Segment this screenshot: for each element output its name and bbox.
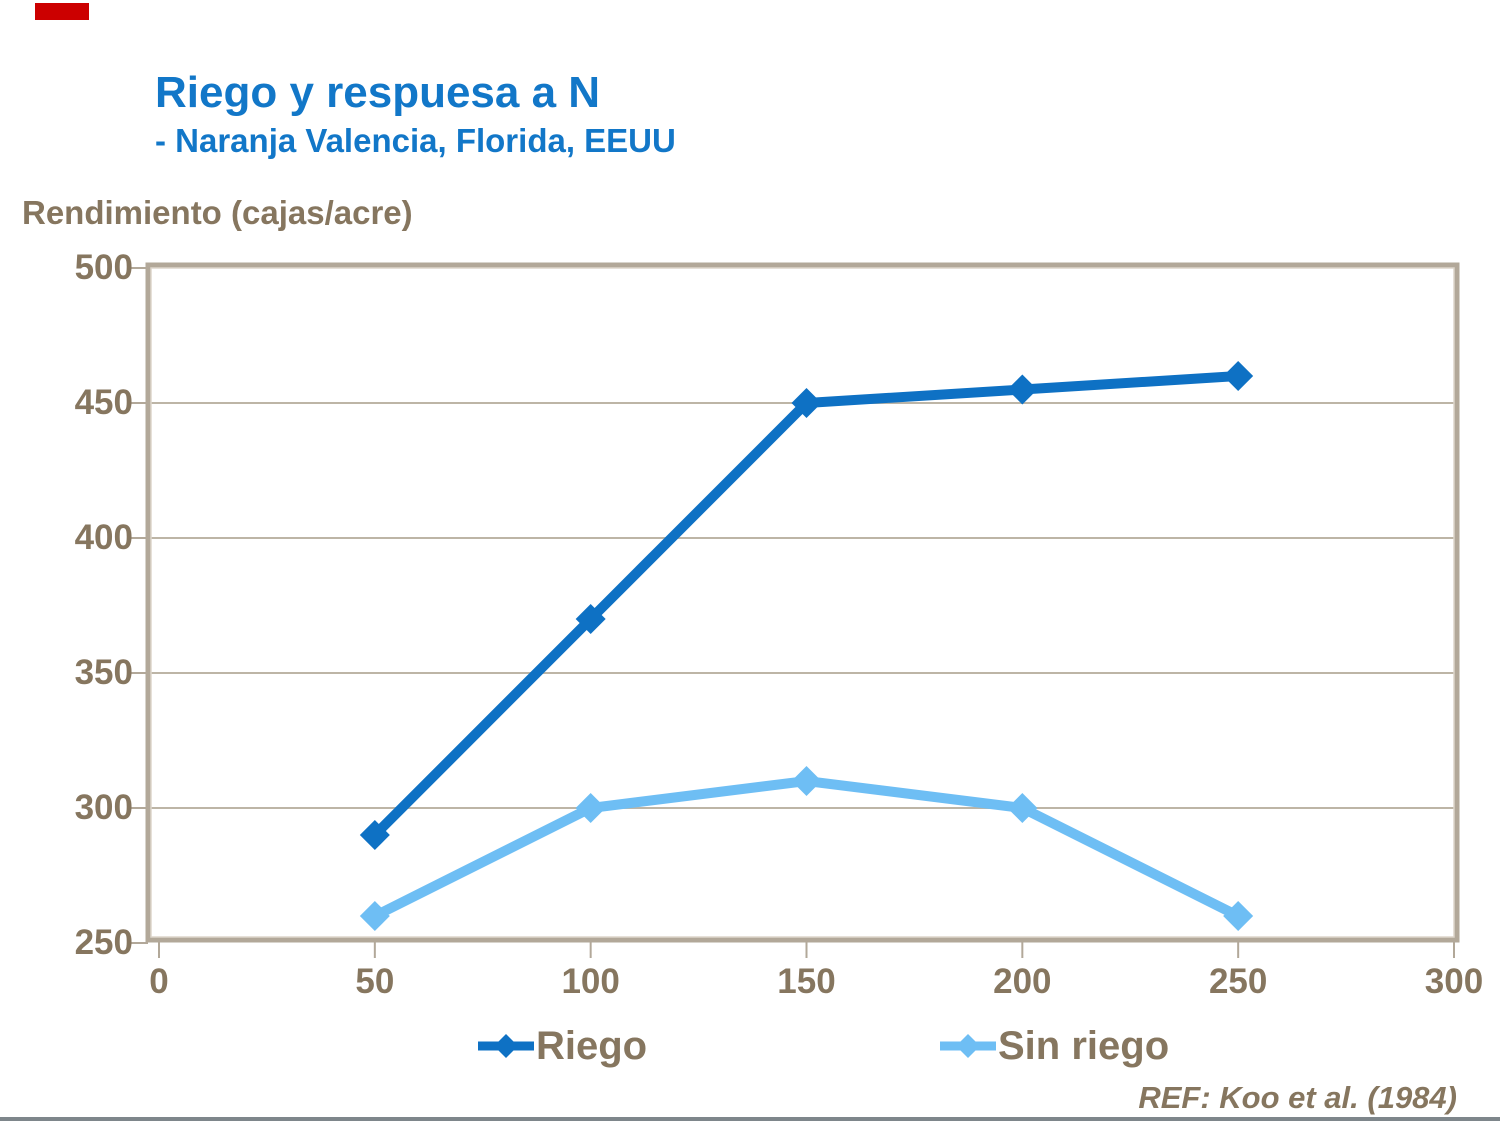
y-tick-label: 400 xyxy=(74,518,133,557)
title-block: Riego y respuesa a N - Naranja Valencia,… xyxy=(155,68,676,160)
y-tick-label: 450 xyxy=(74,383,133,422)
y-tick-label: 500 xyxy=(74,248,133,287)
x-tick-label: 250 xyxy=(1208,962,1268,1001)
x-tick-label: 0 xyxy=(149,962,169,1001)
legend-label-sin-riego: Sin riego xyxy=(998,1024,1170,1068)
y-tick-label: 300 xyxy=(74,788,133,827)
x-tick-label: 50 xyxy=(355,962,395,1001)
data-point-Sin riego xyxy=(359,901,390,931)
data-point-Riego xyxy=(1007,374,1038,405)
y-axis-title: Rendimiento (cajas/acre) xyxy=(22,194,413,231)
data-point-Sin riego xyxy=(1007,793,1038,823)
data-point-Riego xyxy=(791,388,822,418)
data-point-Riego xyxy=(359,820,390,850)
data-point-Riego xyxy=(1223,361,1254,391)
x-tick-label: 200 xyxy=(993,962,1052,1001)
x-tick-label: 150 xyxy=(777,962,836,1001)
data-point-Sin riego xyxy=(575,793,606,823)
riego-line-marker-icon xyxy=(478,1034,534,1058)
y-tick-label: 350 xyxy=(74,653,133,692)
x-tick-label: 100 xyxy=(561,962,620,1001)
red-corner-marker xyxy=(35,3,89,20)
y-tick-label: 250 xyxy=(74,923,133,962)
series-line-Sin riego xyxy=(372,775,1241,921)
reference-citation: REF: Koo et al. (1984) xyxy=(1138,1080,1457,1115)
plot-border xyxy=(145,262,1460,943)
data-point-Riego xyxy=(575,604,606,634)
legend-label-riego: Riego xyxy=(536,1024,648,1068)
sin-riego-line-marker-icon xyxy=(940,1034,996,1058)
chart-title: Riego y respuesa a N xyxy=(155,68,601,117)
data-point-Sin riego xyxy=(1223,901,1254,931)
legend-item-riego: Riego xyxy=(476,1026,647,1066)
chart-subtitle: - Naranja Valencia, Florida, EEUU xyxy=(155,122,676,160)
bottom-divider-line xyxy=(0,1117,1500,1121)
legend-item-sin-riego: Sin riego xyxy=(938,1026,1169,1066)
data-point-Sin riego xyxy=(791,766,822,796)
plot-border-highlight xyxy=(150,267,1455,938)
x-tick-label: 300 xyxy=(1424,962,1484,1001)
